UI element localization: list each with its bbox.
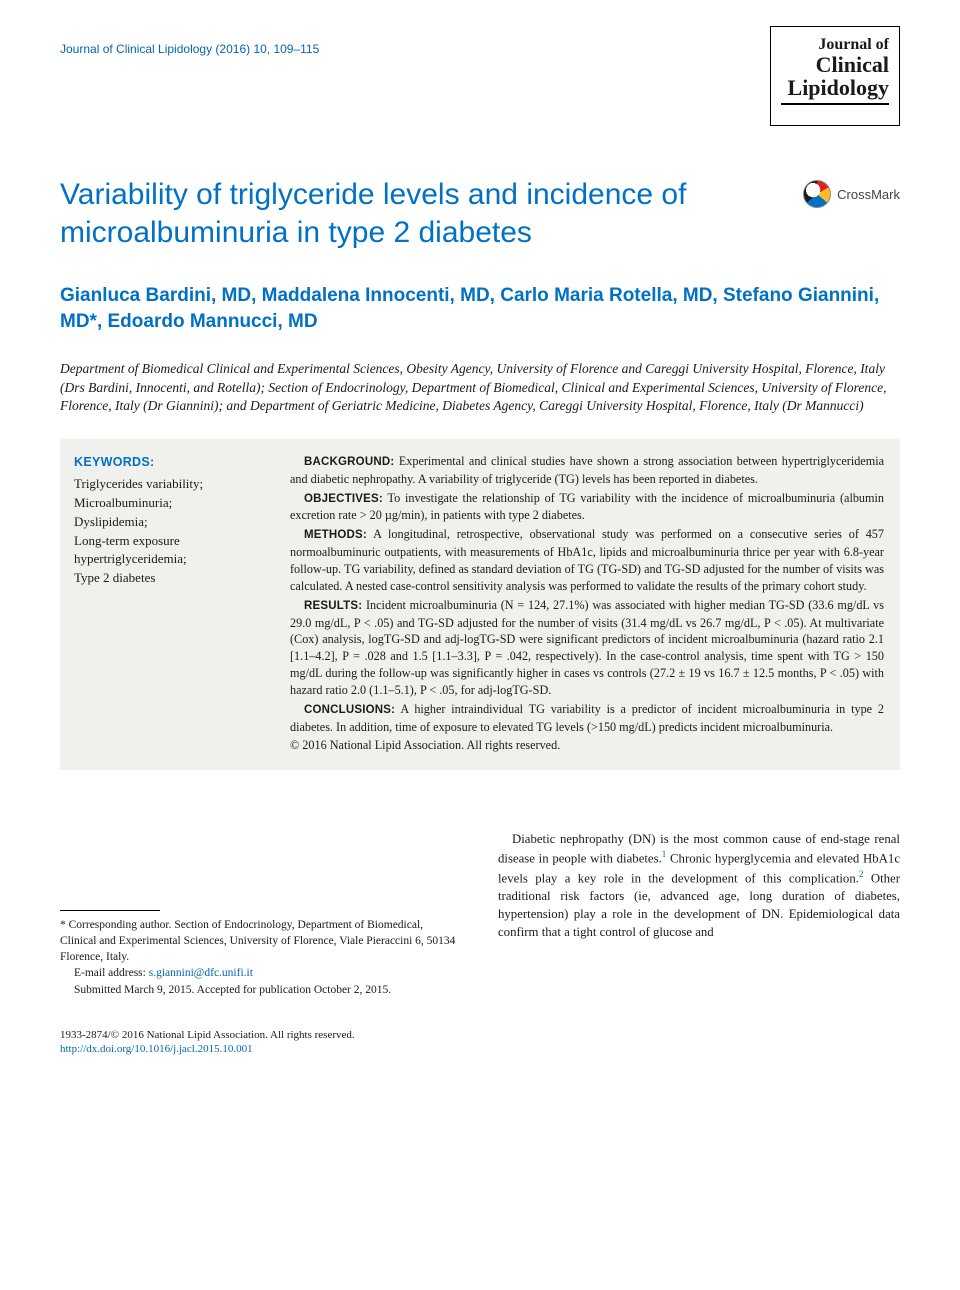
crossmark-label: CrossMark — [837, 187, 900, 202]
abs-methods: A longitudinal, retrospective, observati… — [290, 527, 884, 593]
journal-logo-line3: Lipidology — [781, 76, 889, 99]
abs-conclusions-label: CONCLUSIONS: — [304, 704, 395, 716]
corresponding-footnote: * Corresponding author. Section of Endoc… — [60, 917, 462, 997]
footnote-rule — [60, 910, 160, 911]
journal-logo-line2: Clinical — [781, 53, 889, 76]
abs-background-label: BACKGROUND: — [304, 456, 394, 468]
keywords-heading: KEYWORDS: — [74, 453, 256, 471]
abs-methods-label: METHODS: — [304, 529, 367, 541]
footer: 1933-2874/© 2016 National Lipid Associat… — [60, 1028, 900, 1058]
crossmark-badge[interactable]: CrossMark — [803, 180, 900, 208]
abs-results-label: RESULTS: — [304, 600, 362, 612]
affiliations: Department of Biomedical Clinical and Ex… — [60, 360, 900, 415]
keywords-box: KEYWORDS: Triglycerides variability; Mic… — [60, 439, 270, 770]
right-column: Diabetic nephropathy (DN) is the most co… — [498, 830, 900, 997]
keywords-list: Triglycerides variability; Microalbuminu… — [74, 475, 256, 588]
email-label: E-mail address: — [74, 967, 149, 979]
journal-logo: Journal of Clinical Lipidology — [770, 26, 900, 126]
crossmark-icon — [803, 180, 831, 208]
journal-logo-line1: Journal of — [781, 37, 889, 53]
email-link[interactable]: s.giannini@dfc.unifi.it — [149, 967, 253, 979]
left-column: * Corresponding author. Section of Endoc… — [60, 830, 462, 997]
lower-columns: * Corresponding author. Section of Endoc… — [60, 830, 900, 997]
abs-copyright: © 2016 National Lipid Association. All r… — [290, 737, 884, 754]
abstract-text: BACKGROUND: Experimental and clinical st… — [270, 439, 900, 770]
abs-objectives-label: OBJECTIVES: — [304, 493, 383, 505]
doi-link[interactable]: http://dx.doi.org/10.1016/j.jacl.2015.10… — [60, 1043, 253, 1055]
journal-logo-rule — [781, 103, 889, 105]
article-title: Variability of triglyceride levels and i… — [60, 176, 770, 251]
corresponding-text: * Corresponding author. Section of Endoc… — [60, 917, 462, 965]
authors-list: Gianluca Bardini, MD, Maddalena Innocent… — [60, 283, 880, 334]
abs-results: Incident microalbuminuria (N = 124, 27.1… — [290, 598, 884, 697]
submitted-text: Submitted March 9, 2015. Accepted for pu… — [60, 982, 462, 998]
abstract-container: KEYWORDS: Triglycerides variability; Mic… — [60, 439, 900, 770]
issn-line: 1933-2874/© 2016 National Lipid Associat… — [60, 1028, 900, 1043]
